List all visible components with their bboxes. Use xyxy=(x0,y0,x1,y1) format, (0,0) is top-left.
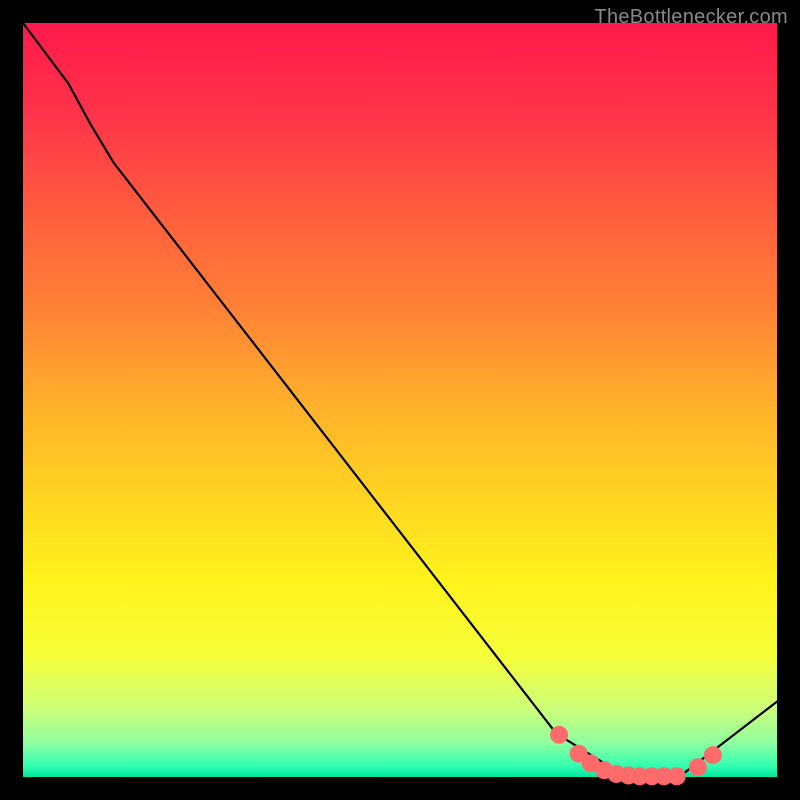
chart-background xyxy=(23,23,777,777)
data-marker xyxy=(550,726,568,744)
data-marker xyxy=(668,767,686,785)
data-marker xyxy=(689,758,707,776)
chart-stage: TheBottlenecker.com xyxy=(0,0,800,800)
data-marker xyxy=(704,746,722,764)
attribution-label: TheBottlenecker.com xyxy=(594,6,788,29)
bottleneck-chart xyxy=(0,0,800,800)
